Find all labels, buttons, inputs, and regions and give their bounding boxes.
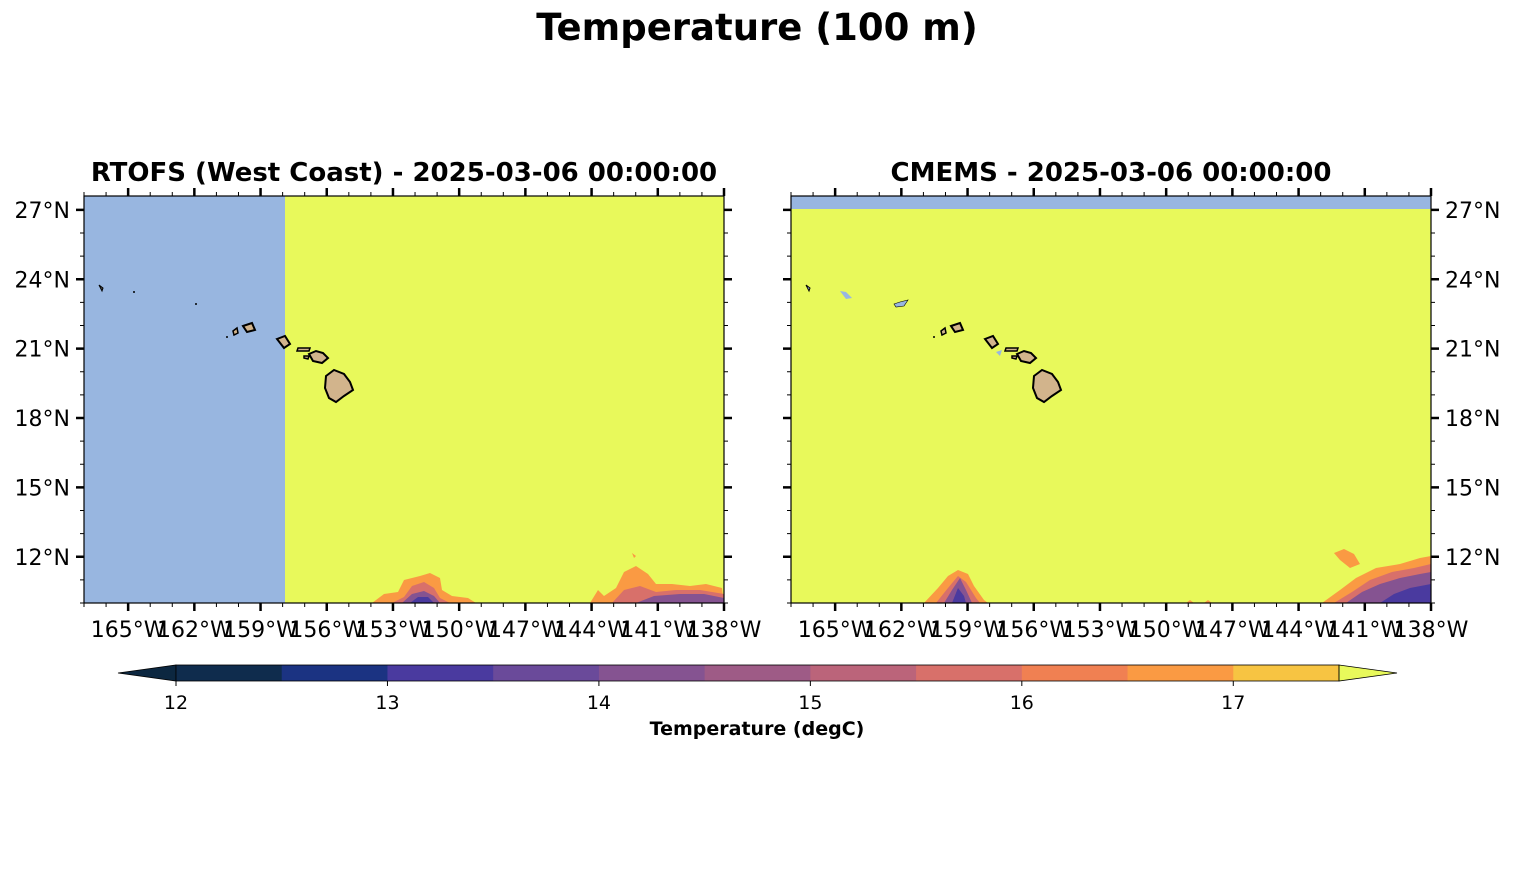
panel-title-rtofs: RTOFS (West Coast) - 2025-03-06 00:00:00 [90, 158, 718, 188]
colorbar-tick-label: 16 [1010, 692, 1034, 714]
colorbar-bin [598, 665, 706, 681]
warm-water-field [791, 196, 1431, 603]
colorbar-frame [175, 664, 1340, 682]
lat-tick-label: 12°N [15, 546, 70, 571]
lon-tick-label: 147°W [488, 618, 563, 643]
colorbar-tick-label: 12 [164, 692, 188, 714]
colorbar-under-extension [117, 664, 177, 682]
colorbar-tick-label: 17 [1221, 692, 1245, 714]
lat-tick-label: 21°N [1445, 338, 1500, 363]
small-islets [98, 284, 228, 338]
lon-tick-label: 144°W [554, 618, 629, 643]
colorbar-bin [1233, 665, 1340, 681]
cool-water-patches [372, 553, 724, 603]
colorbar-bin [810, 665, 917, 681]
lat-tick-label: 21°N [15, 338, 70, 363]
no-data-region [791, 196, 1431, 209]
lon-tick-label: 153°W [1063, 618, 1138, 643]
colorbar-bin [1021, 665, 1129, 681]
colorbar: 12 13 14 15 16 17 [117, 664, 1398, 714]
panel-title-cmems: CMEMS - 2025-03-06 00:00:00 [890, 158, 1332, 188]
lon-tick-label: 159°W [930, 618, 1005, 643]
cool-water-patches [924, 549, 1431, 603]
lat-tick-label: 24°N [15, 268, 70, 293]
colorbar-bin [176, 665, 283, 681]
colorbar-bin [704, 665, 811, 681]
lon-tick-label: 156°W [996, 618, 1071, 643]
lat-tick-label: 18°N [1445, 407, 1500, 432]
colorbar-bin [387, 665, 494, 681]
colorbar-tick-label: 13 [375, 692, 399, 714]
map-panel-cmems: 165°W162°W159°W156°W153°W150°W147°W144°W… [783, 188, 1500, 643]
hawaiian-islands [232, 321, 355, 404]
lon-tick-label: 153°W [356, 618, 431, 643]
lon-tick-label: 159°W [223, 618, 298, 643]
lon-tick-label: 138°W [687, 618, 762, 643]
colorbar-label: Temperature (degC) [649, 718, 865, 740]
figure-title: Temperature (100 m) [536, 6, 978, 49]
lon-tick-label: 141°W [620, 618, 695, 643]
lat-tick-label: 27°N [15, 199, 70, 224]
lon-tick-label: 144°W [1261, 618, 1336, 643]
lat-tick-label: 27°N [1445, 199, 1500, 224]
colorbar-tick-label: 15 [798, 692, 822, 714]
lat-tick-label: 15°N [1445, 476, 1500, 501]
lon-tick-label: 162°W [157, 618, 232, 643]
lon-tick-label: 156°W [289, 618, 364, 643]
colorbar-bin [1127, 665, 1234, 681]
lon-tick-label: 150°W [422, 618, 497, 643]
colorbar-tick-label: 14 [587, 692, 611, 714]
lat-tick-label: 18°N [15, 407, 70, 432]
lat-tick-label: 24°N [1445, 268, 1500, 293]
lat-tick-label: 12°N [1445, 546, 1500, 571]
lon-tick-label: 141°W [1327, 618, 1402, 643]
lon-tick-label: 138°W [1394, 618, 1469, 643]
lon-tick-label: 150°W [1129, 618, 1204, 643]
small-islets [805, 284, 1002, 356]
lon-tick-label: 147°W [1195, 618, 1270, 643]
lon-tick-label: 162°W [864, 618, 939, 643]
map-panel-rtofs: 165°W162°W159°W156°W153°W150°W147°W144°W… [15, 188, 762, 643]
lat-tick-label: 15°N [15, 476, 70, 501]
hawaiian-islands [940, 321, 1063, 404]
lon-tick-label: 165°W [91, 618, 166, 643]
colorbar-bin [281, 665, 388, 681]
colorbar-bin [916, 665, 1023, 681]
no-data-region [84, 196, 285, 603]
lon-tick-label: 165°W [798, 618, 873, 643]
colorbar-bin [493, 665, 600, 681]
colorbar-over-extension [1338, 664, 1398, 682]
